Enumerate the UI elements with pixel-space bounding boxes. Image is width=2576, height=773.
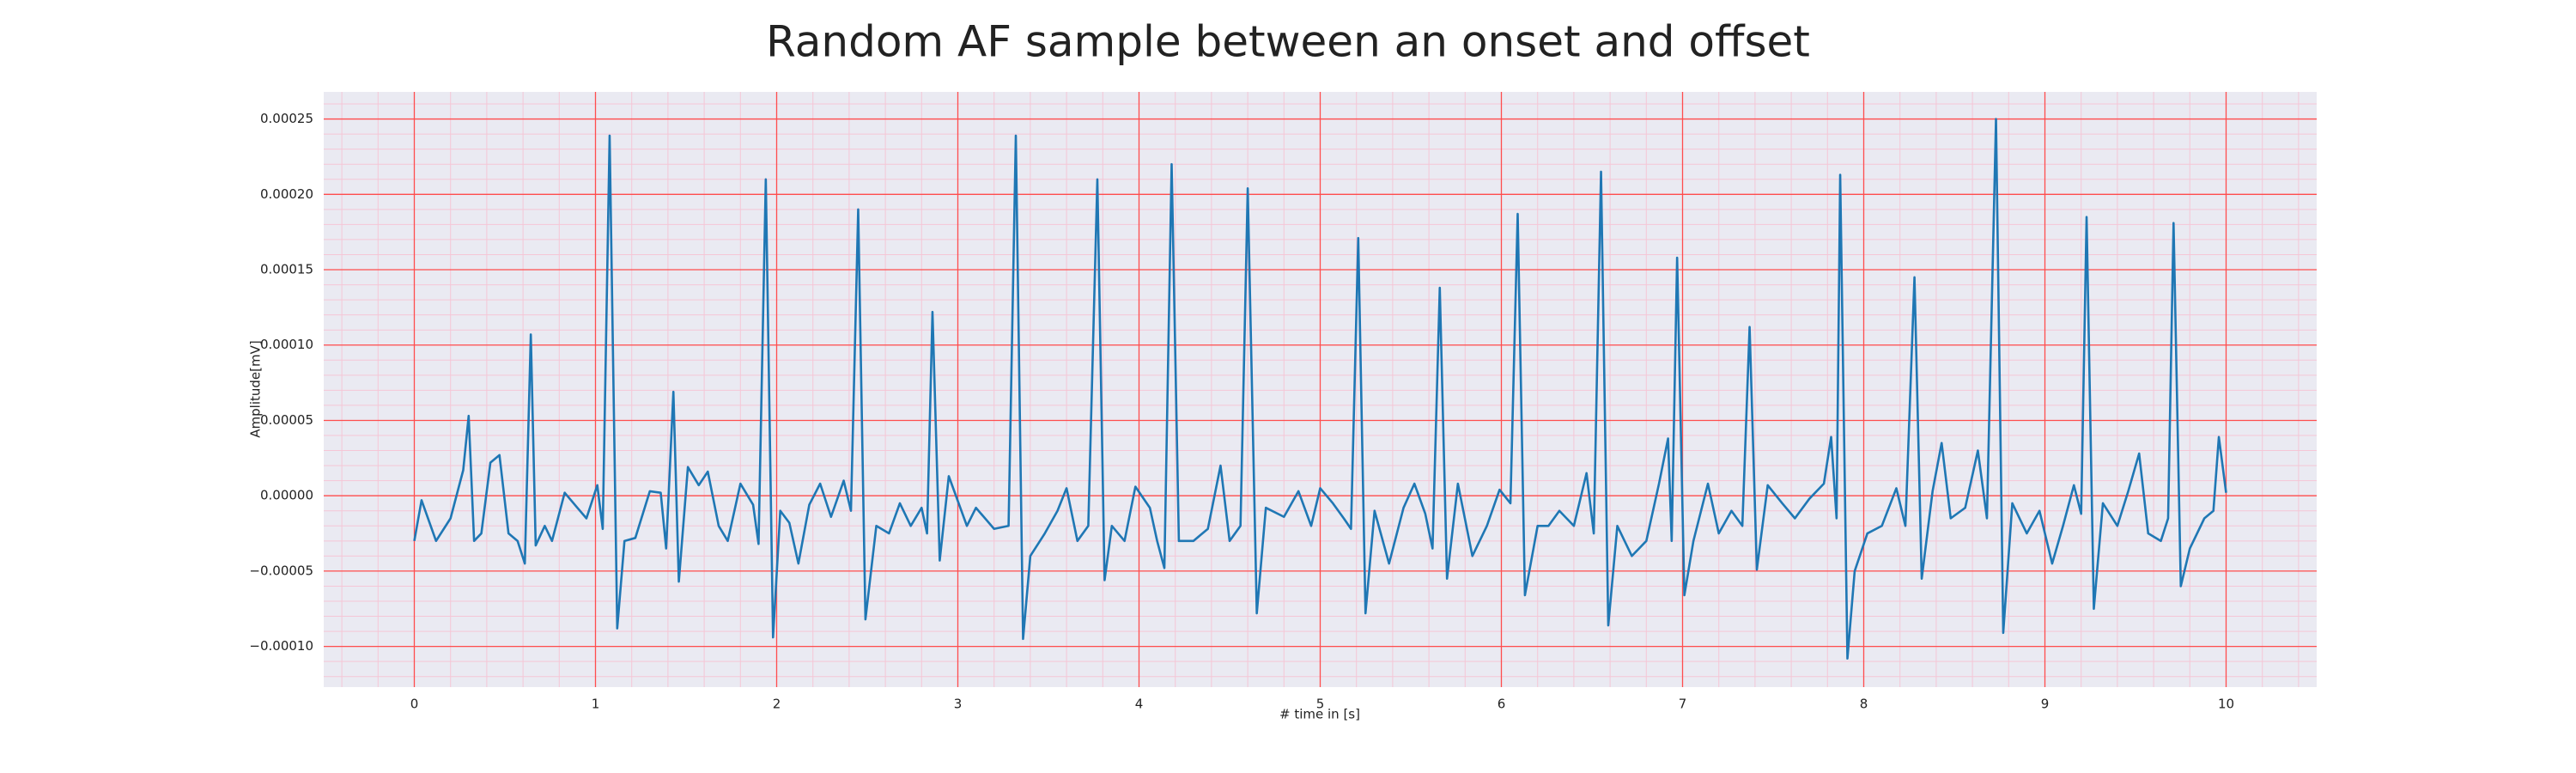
x-tick-label: 2 xyxy=(773,697,781,712)
x-tick-label: 4 xyxy=(1135,697,1144,712)
x-tick-label: 7 xyxy=(1679,697,1687,712)
y-tick-label: −0.00010 xyxy=(249,638,313,654)
x-tick-label: 8 xyxy=(1860,697,1868,712)
signal-line xyxy=(413,118,2227,660)
chart-title: Random AF sample between an onset and of… xyxy=(766,17,1810,67)
x-tick-label: 0 xyxy=(410,697,419,712)
x-tick-label: 3 xyxy=(954,697,963,712)
y-tick-label: −0.00005 xyxy=(249,563,313,578)
x-tick-label: 1 xyxy=(592,697,600,712)
x-axis-label: # time in [s] xyxy=(1279,707,1360,722)
y-tick-label: 0.00005 xyxy=(260,412,313,428)
x-tick-label: 10 xyxy=(2218,697,2234,712)
x-tick-label: 6 xyxy=(1498,697,1506,712)
y-tick-label: 0.00015 xyxy=(260,262,313,277)
y-tick-label: 0.00010 xyxy=(260,337,313,352)
x-tick-label: 5 xyxy=(1316,697,1325,712)
y-tick-label: 0.00000 xyxy=(260,488,313,503)
y-axis-label: Amplitude[mV] xyxy=(248,340,264,437)
y-tick-label: 0.00020 xyxy=(260,186,313,202)
x-tick-label: 9 xyxy=(2041,697,2050,712)
y-tick-label: 0.00025 xyxy=(260,111,313,126)
